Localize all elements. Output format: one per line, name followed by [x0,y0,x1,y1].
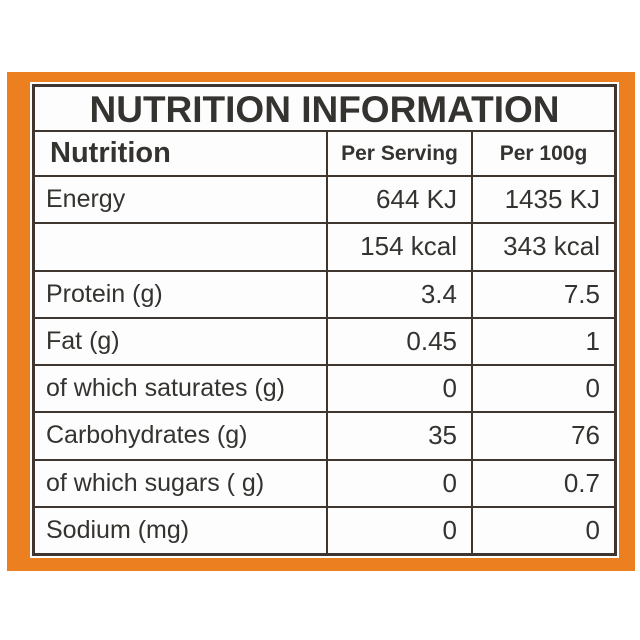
per-serving-cell: 644 KJ [326,177,471,223]
nutrition-label-frame: NUTRITION INFORMATION Nutrition Per Serv… [7,72,635,571]
row-label-cell: Fat (g) [46,326,120,355]
per-serving-cell: 3.4 [326,271,471,317]
row-label-cell: Protein (g) [46,279,163,308]
table-row-sugars: of which sugars ( g) 0 0.7 [35,460,614,508]
table-title-row: NUTRITION INFORMATION [35,87,614,132]
header-col-nutrition: Nutrition [50,137,171,169]
table-row-protein: Protein (g) 3.4 7.5 [35,271,614,319]
header-col-per-serving: Per Serving [326,132,471,175]
header-col-per-100g: Per 100g [471,132,614,175]
per-serving-cell: 0.45 [326,318,471,364]
per-serving-cell: 0 [326,366,471,412]
row-label-cell: of which sugars ( g) [46,468,265,497]
nutrition-table: NUTRITION INFORMATION Nutrition Per Serv… [32,84,617,556]
per-serving-cell: 154 kcal [326,224,471,270]
per-100g-cell: 7.5 [471,271,614,317]
table-title: NUTRITION INFORMATION [89,89,560,130]
table-row-energy: Energy 644 KJ 1435 KJ [35,177,614,225]
row-label-cell [35,224,326,269]
per-serving-cell: 35 [326,413,471,459]
per-100g-cell: 0 [471,366,614,412]
row-label-cell: Sodium (mg) [46,515,190,544]
per-100g-cell: 1 [471,318,614,364]
row-label-cell: Carbohydrates (g) [46,421,248,450]
table-header-row: Nutrition Per Serving Per 100g [35,132,614,177]
row-label-cell: of which saturates (g) [46,374,285,403]
per-100g-cell: 343 kcal [471,224,614,270]
per-100g-cell: 1435 KJ [471,177,614,223]
table-row-sodium: Sodium (mg) 0 0 [35,507,614,553]
table-row-fat: Fat (g) 0.45 1 [35,318,614,366]
table-row-carbohydrates: Carbohydrates (g) 35 76 [35,413,614,461]
per-serving-cell: 0 [326,460,471,506]
per-100g-cell: 0.7 [471,460,614,506]
per-serving-cell: 0 [326,507,471,553]
per-100g-cell: 76 [471,413,614,459]
table-row-saturates: of which saturates (g) 0 0 [35,366,614,414]
row-label-cell: Energy [46,185,126,214]
per-100g-cell: 0 [471,507,614,553]
table-row-energy-kcal: 154 kcal 343 kcal [35,224,614,272]
